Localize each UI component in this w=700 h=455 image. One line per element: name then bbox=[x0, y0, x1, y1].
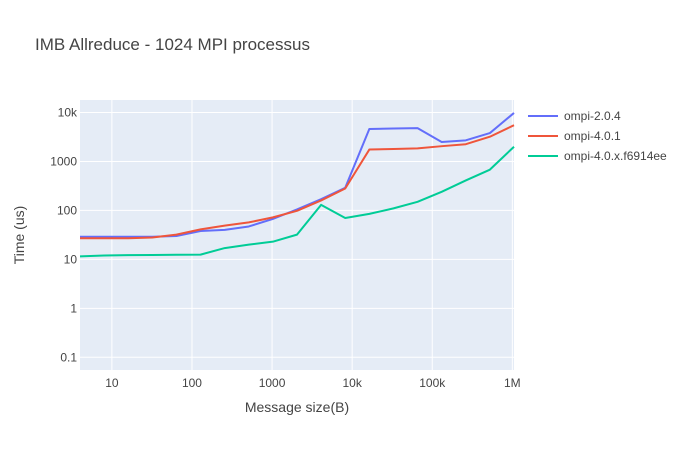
x-tick-label: 1M bbox=[504, 376, 521, 390]
x-tick-label: 100k bbox=[419, 376, 446, 390]
x-tick-label: 10k bbox=[342, 376, 362, 390]
legend-item-0[interactable]: ompi-2.0.4 bbox=[528, 109, 621, 123]
legend-item-2[interactable]: ompi-4.0.x.f6914ee bbox=[528, 149, 667, 163]
series-lines bbox=[79, 112, 515, 258]
chart-title: IMB Allreduce - 1024 MPI processus bbox=[35, 35, 310, 54]
y-tick-label: 10k bbox=[58, 105, 78, 119]
y-tick-label: 0.1 bbox=[60, 350, 77, 364]
y-tick-label: 100 bbox=[57, 203, 77, 217]
legend[interactable]: ompi-2.0.4 ompi-4.0.1 ompi-4.0.x.f6914ee bbox=[528, 109, 667, 163]
legend-label: ompi-4.0.x.f6914ee bbox=[564, 149, 667, 163]
legend-label: ompi-4.0.1 bbox=[564, 129, 621, 143]
series-line-2[interactable] bbox=[79, 145, 515, 258]
y-axis-ticks: 0.1 1 10 100 1000 10k bbox=[50, 105, 78, 364]
x-axis-ticks: 10 100 1000 10k 100k 1M bbox=[105, 376, 520, 390]
x-tick-label: 10 bbox=[105, 376, 119, 390]
legend-label: ompi-2.0.4 bbox=[564, 109, 621, 123]
x-tick-label: 1000 bbox=[259, 376, 286, 390]
x-tick-label: 100 bbox=[182, 376, 202, 390]
legend-item-1[interactable]: ompi-4.0.1 bbox=[528, 129, 621, 143]
y-axis-label: Time (us) bbox=[11, 206, 27, 265]
y-tick-label: 1 bbox=[70, 301, 77, 315]
series-line-1[interactable] bbox=[80, 124, 515, 240]
y-tick-label: 10 bbox=[64, 252, 78, 266]
x-axis-label: Message size(B) bbox=[245, 399, 349, 415]
y-tick-label: 1000 bbox=[50, 154, 77, 168]
